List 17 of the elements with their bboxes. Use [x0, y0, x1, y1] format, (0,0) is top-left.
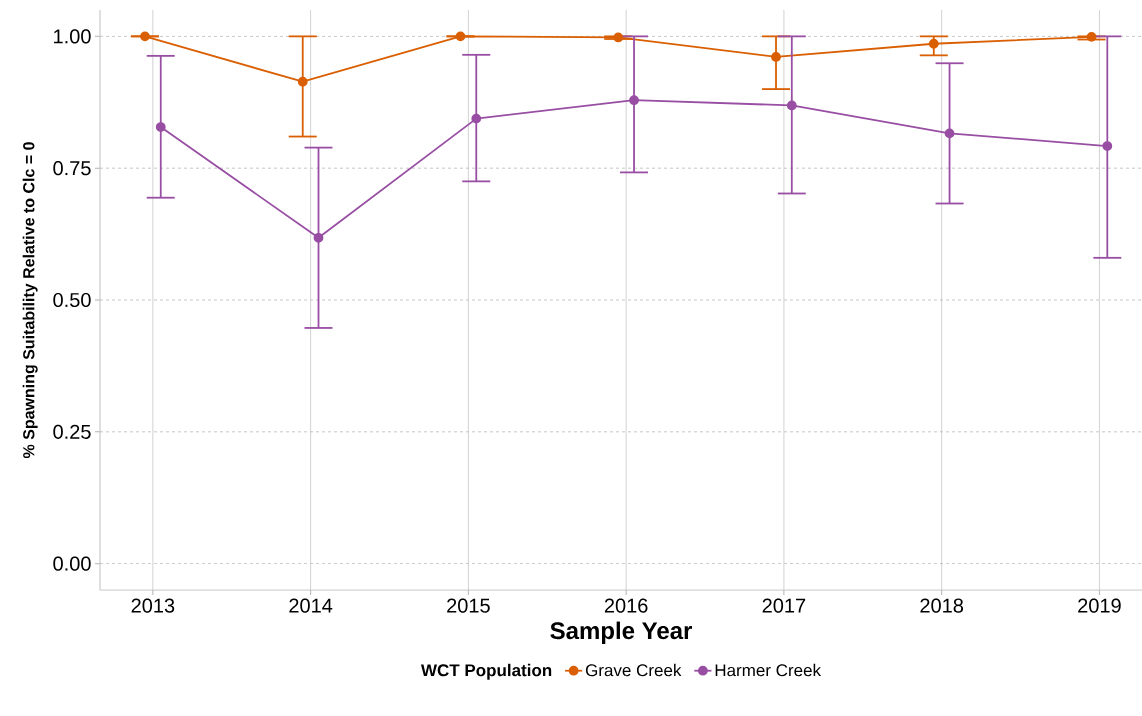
- legend-label: Grave Creek: [585, 663, 682, 677]
- y-tick-label: 0.25: [53, 424, 91, 439]
- x-tick-label: 2015: [447, 598, 490, 613]
- x-tick-label: 2017: [762, 598, 806, 613]
- y-axis-title: % Spawning Suitability Relative to Clc = 0: [22, 142, 38, 459]
- x-tick-label: 2019: [1078, 598, 1121, 613]
- y-tick-label: 0.50: [53, 292, 91, 308]
- y-tick-label: 0.75: [53, 161, 91, 176]
- legend-label: Harmer Creek: [715, 663, 822, 677]
- x-tick-label: 2018: [920, 598, 964, 613]
- x-tick-label: 2014: [289, 598, 333, 613]
- legend-title: WCT Population: [420, 663, 552, 680]
- x-axis-title: Sample Year: [550, 621, 693, 644]
- y-tick-label: 1.00: [54, 29, 91, 44]
- y-tick-label: 0.00: [53, 556, 91, 571]
- x-tick-label: 2016: [604, 598, 648, 613]
- x-tick-label: 2013: [131, 598, 175, 613]
